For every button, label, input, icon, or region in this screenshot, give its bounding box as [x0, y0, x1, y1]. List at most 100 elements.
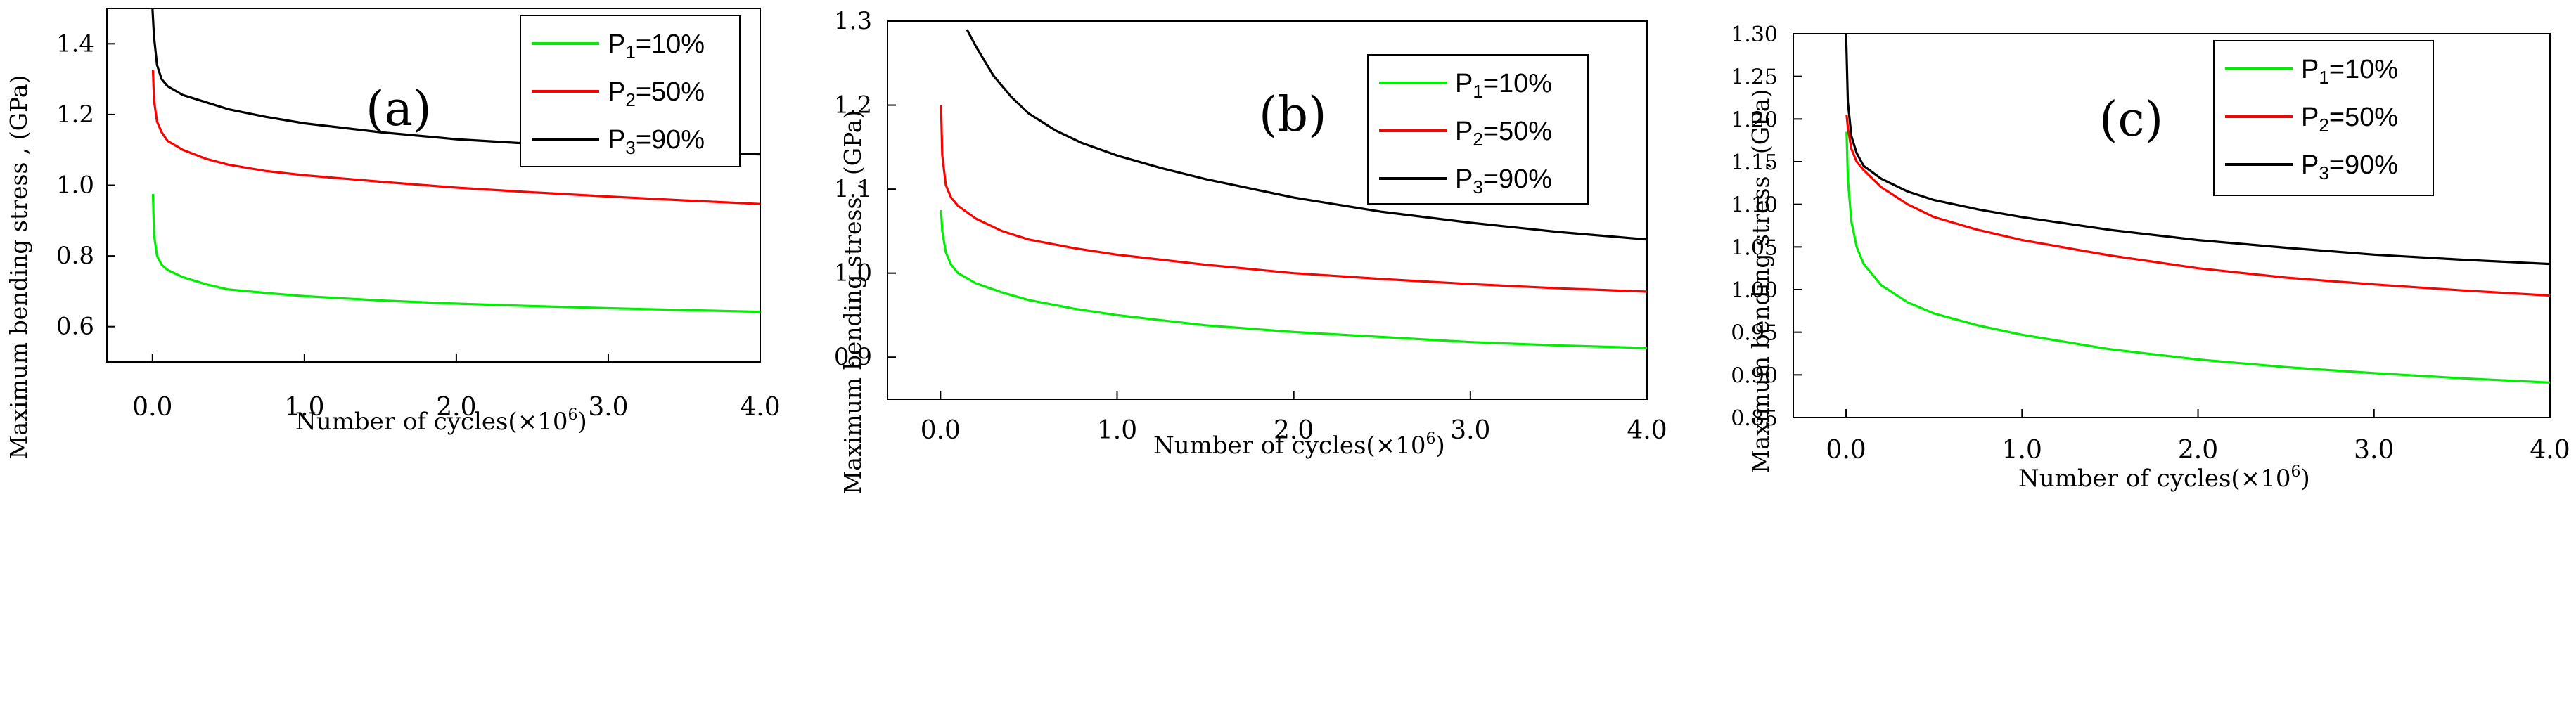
series-line-p1: [1845, 131, 2551, 384]
panel-label: (c): [2099, 92, 2163, 148]
x-axis-label: Number of cycles(×106): [295, 406, 587, 436]
legend-suffix: =50%: [2329, 103, 2398, 132]
x-tick-label: 0.0: [132, 393, 172, 422]
x-tick-label: 3.0: [2354, 436, 2394, 465]
legend-sub: 1: [625, 41, 635, 63]
legend-sub: 1: [1473, 81, 1482, 102]
legend-label-p2: P2=50%: [1455, 117, 1552, 150]
x-tick-label: 2.0: [436, 393, 476, 422]
series-line-p2: [151, 70, 761, 205]
y-tick-label: 1.10: [1731, 193, 1778, 218]
y-tick-label: 1.1: [834, 175, 872, 203]
legend-sub: 2: [1473, 129, 1482, 150]
chart-panel-a: 0.6 0.8 1.0 1.2 1.4 0.0 1.0 2.0 3.0 4.0 Maximum be…: [5, 8, 781, 459]
x-axis-label: Number of cycles(×106): [2018, 463, 2310, 493]
y-tick-label: 1.3: [834, 7, 872, 35]
x-tick-label: 3.0: [588, 393, 628, 422]
x-axis-label-main: Number of cycles(×10: [295, 408, 568, 436]
y-axis-label: Maximum bending stress , (GPa): [1747, 89, 1774, 474]
legend-label-p1: P1=10%: [1455, 69, 1552, 102]
y-tick-label: 1.4: [56, 30, 94, 58]
x-tick-label: 1.0: [2002, 436, 2042, 465]
y-tick-label: 1.15: [1731, 150, 1778, 175]
series-line-p3: [966, 29, 1648, 241]
y-tick-label: 1.0: [834, 259, 872, 287]
x-axis-label-tail: ): [1435, 432, 1444, 460]
x-tick-label: 1.0: [284, 393, 324, 422]
legend-prefix: P: [2301, 55, 2319, 84]
legend-label-p3: P3=90%: [608, 125, 705, 158]
legend-suffix: =50%: [1483, 117, 1552, 146]
y-tick-label: 0.9: [834, 343, 872, 371]
legend-suffix: =90%: [2329, 150, 2398, 180]
legend-suffix: =10%: [2329, 55, 2398, 84]
legend-sub: 2: [2319, 115, 2328, 136]
series-line-p1: [940, 209, 1648, 349]
y-tick-label: 1.05: [1731, 235, 1778, 260]
x-axis-label-sup: 6: [568, 406, 577, 424]
y-tick-label: 0.90: [1731, 363, 1778, 388]
legend-prefix: P: [2301, 103, 2319, 132]
x-tick-label: 4.0: [1627, 416, 1667, 445]
legend-prefix: P: [608, 30, 625, 59]
legend-prefix: P: [1455, 117, 1473, 146]
legend-prefix: P: [1455, 69, 1473, 98]
x-axis-label-sup: 6: [1425, 430, 1435, 448]
x-axis-label-tail: ): [577, 408, 587, 436]
y-tick-label: 1.00: [1731, 278, 1778, 303]
legend-label-p3: P3=90%: [1455, 164, 1552, 198]
series-line-p2: [940, 105, 1648, 293]
x-axis-label-tail: ): [2300, 465, 2309, 493]
x-tick-label: 1.0: [1097, 416, 1137, 445]
legend-sub: 3: [1473, 176, 1482, 198]
chart-panel-b: 0.9 1.0 1.1 1.2 1.3 0.0 1.0 2.0 3.0 4.0 Maximum be…: [834, 7, 1667, 494]
y-tick-label: 1.30: [1731, 22, 1778, 47]
series-line-p3: [1845, 33, 2551, 266]
chart-panel-c: 0.85 0.90 0.95 1.00 1.05 1.10 1.15 1.20 1.25 1.30…: [1731, 22, 2570, 493]
y-tick-label: 0.6: [56, 313, 94, 341]
x-tick-label: 0.0: [921, 416, 961, 445]
panel-label: (a): [366, 82, 432, 137]
legend-label-p2: P2=50%: [608, 77, 705, 110]
panel-label: (b): [1259, 87, 1327, 143]
x-tick-label: 2.0: [1274, 416, 1314, 445]
y-tick-label: 0.8: [56, 242, 94, 270]
y-tick-label: 1.25: [1731, 65, 1778, 90]
legend-prefix: P: [608, 125, 625, 155]
legend-sub: 3: [2319, 162, 2328, 183]
x-axis-label: Number of cycles(×106): [1153, 430, 1445, 460]
legend-suffix: =10%: [1483, 69, 1552, 98]
legend-label-p1: P1=10%: [2301, 55, 2398, 88]
plot-frame: [887, 20, 1648, 400]
plot-frame: [1793, 33, 2551, 418]
x-tick-label: 4.0: [740, 393, 780, 422]
legend-label-p2: P2=50%: [2301, 103, 2398, 136]
y-axis-label: Maximum bending stress , (GPa): [839, 110, 866, 495]
legend-suffix: =90%: [636, 125, 705, 155]
y-tick-label: 1.20: [1731, 108, 1778, 132]
y-tick-label: 1.2: [56, 101, 94, 129]
legend-sub: 2: [625, 89, 635, 110]
legend-sub: 3: [625, 137, 635, 158]
legend-suffix: =10%: [636, 30, 705, 59]
x-tick-label: 4.0: [2530, 436, 2570, 465]
y-tick-label: 1.0: [56, 171, 94, 200]
legend-label-p1: P1=10%: [608, 30, 705, 63]
x-axis-label-main: Number of cycles(×10: [2018, 465, 2290, 493]
y-tick-label: 1.2: [834, 91, 872, 119]
x-tick-label: 3.0: [1450, 416, 1490, 445]
x-axis-label-sup: 6: [2290, 463, 2300, 481]
y-axis-label: Maximum bending stress , (GPa): [5, 75, 32, 460]
y-tick-label: 0.95: [1731, 321, 1778, 346]
legend-sub: 1: [2319, 67, 2328, 88]
legend-suffix: =50%: [636, 77, 705, 107]
legend-prefix: P: [608, 77, 625, 107]
x-axis-label-main: Number of cycles(×10: [1153, 432, 1425, 460]
legend-prefix: P: [1455, 164, 1473, 194]
series-line-p2: [1845, 115, 2551, 297]
series-line-p1: [151, 194, 761, 313]
y-tick-label: 0.85: [1731, 406, 1778, 431]
legend-label-p3: P3=90%: [2301, 150, 2398, 183]
legend-suffix: =90%: [1483, 164, 1552, 194]
